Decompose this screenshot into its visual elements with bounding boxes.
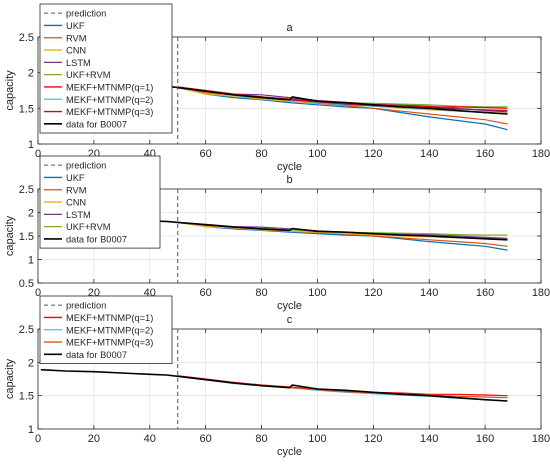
legend: prediction UKF RVM CNN LSTM UKF+RVM data for B… — [39, 155, 161, 249]
x-tick-label: 0 — [35, 148, 41, 160]
legend-label: MEKF+MTNMP(q=3) — [66, 107, 153, 117]
y-tick-label: 1.5 — [19, 103, 34, 115]
legend-label: prediction — [66, 301, 106, 311]
x-tick-label: 0 — [35, 287, 41, 299]
y-tick-label: 1.5 — [19, 231, 34, 243]
y-tick-label: 2.5 — [19, 32, 34, 44]
x-tick-label: 140 — [420, 287, 438, 299]
y-tick-label: 1.5 — [19, 391, 34, 403]
x-tick-label: 120 — [364, 148, 382, 160]
x-tick-label: 60 — [200, 287, 212, 299]
x-tick-label: 80 — [255, 148, 267, 160]
legend-label: data for B0007 — [66, 234, 127, 244]
x-tick-label: 160 — [476, 287, 494, 299]
x-tick-label: 40 — [144, 433, 156, 445]
y-tick-label: 2 — [28, 208, 34, 220]
legend-label: prediction — [66, 161, 106, 171]
x-tick-label: 120 — [364, 433, 382, 445]
y-axis-label: capacity — [4, 70, 16, 111]
legend-label: CNN — [66, 198, 86, 208]
legend-label: CNN — [66, 46, 86, 56]
y-axis-label: capacity — [4, 358, 16, 399]
x-tick-label: 60 — [200, 433, 212, 445]
panel-a: 0 20 40 60 80 100 120 140 160 18011.522.5acycleca… — [4, 3, 550, 173]
x-tick-label: 120 — [364, 287, 382, 299]
y-tick-label: 2.5 — [19, 324, 34, 336]
panel-title: c — [287, 314, 293, 326]
y-tick-label: 2 — [28, 68, 34, 80]
x-axis-label: cycle — [277, 300, 302, 312]
x-tick-label: 0 — [35, 433, 41, 445]
y-axis-label: capacity — [4, 215, 16, 256]
y-tick-label: 2 — [28, 357, 34, 369]
x-tick-label: 20 — [88, 433, 100, 445]
legend-label: UKF — [66, 21, 85, 31]
x-tick-label: 140 — [420, 148, 438, 160]
legend-label: LSTM — [66, 58, 91, 68]
y-tick-label: 0.5 — [19, 278, 34, 290]
legend-label: data for B0007 — [66, 350, 127, 360]
y-tick-label: 1 — [28, 139, 34, 151]
x-tick-label: 160 — [476, 148, 494, 160]
legend-label: data for B0007 — [66, 119, 127, 129]
y-tick-label: 2.5 — [19, 184, 34, 196]
series-line — [40, 368, 508, 402]
legend-label: LSTM — [66, 210, 91, 220]
legend-label: prediction — [66, 9, 106, 19]
legend-label: MEKF+MTNMP(q=1) — [66, 82, 153, 92]
legend-label: UKF — [66, 173, 85, 183]
x-tick-label: 180 — [532, 148, 550, 160]
x-tick-label: 160 — [476, 433, 494, 445]
legend-label: RVM — [66, 33, 87, 43]
series-line — [177, 221, 508, 251]
legend-label: MEKF+MTNMP(q=2) — [66, 325, 153, 335]
panel-title: a — [286, 22, 293, 34]
y-tick-label: 1 — [28, 424, 34, 436]
legend: prediction MEKF+MTNMP(q=1) MEKF+MTNMP(q=2)… — [39, 295, 173, 364]
x-tick-label: 180 — [532, 287, 550, 299]
x-tick-label: 80 — [255, 433, 267, 445]
x-tick-label: 100 — [308, 433, 326, 445]
x-axis-label: cycle — [277, 446, 302, 458]
x-tick-label: 80 — [255, 287, 267, 299]
panel-c: 0 20 40 60 80 100 120 140 160 180 1 1.5 2 2.5 c cycle ca… — [4, 295, 550, 458]
legend-label: UKF+RVM — [66, 222, 111, 232]
legend-label: UKF+RVM — [66, 70, 111, 80]
legend-label: MEKF+MTNMP(q=2) — [66, 95, 153, 105]
panel-b: 0 20 40 60 80 100 120 140 160 1800.511.522.5bcycl… — [4, 155, 550, 312]
x-tick-label: 60 — [200, 148, 212, 160]
axes-frame — [37, 36, 542, 145]
legend: prediction UKF RVM CNN LSTM UKF+RVM MEKF+MTNMP… — [39, 3, 173, 134]
legend-label: MEKF+MTNMP(q=3) — [66, 338, 153, 348]
x-tick-label: 100 — [308, 148, 326, 160]
legend-label: MEKF+MTNMP(q=1) — [66, 313, 153, 323]
axes-frame — [37, 328, 542, 430]
panel-title: b — [286, 174, 292, 186]
x-tick-label: 140 — [420, 433, 438, 445]
series-line — [177, 87, 508, 131]
legend-label: RVM — [66, 185, 87, 195]
x-tick-label: 100 — [308, 287, 326, 299]
x-tick-label: 180 — [532, 433, 550, 445]
y-tick-label: 1 — [28, 255, 34, 267]
x-axis-label: cycle — [277, 161, 302, 173]
